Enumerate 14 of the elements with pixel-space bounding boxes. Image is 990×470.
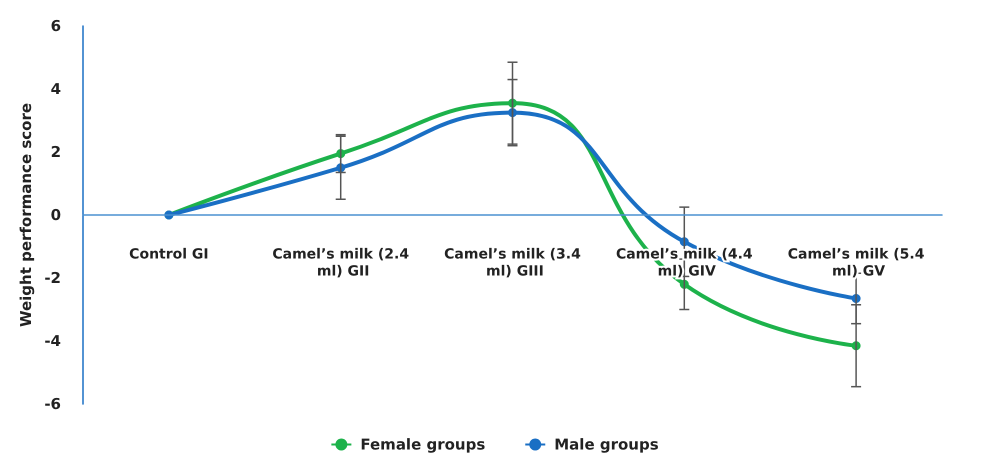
legend-label: Male groups: [554, 436, 659, 454]
x-tick-label: Camel’s milk (5.4 ml) GV: [788, 246, 925, 280]
y-tick-label: -2: [44, 269, 61, 287]
y-tick-label: 0: [50, 206, 61, 224]
y-tick-label: -4: [44, 332, 61, 350]
y-axis-title: Weight performance score: [16, 102, 35, 328]
y-tick-label: 6: [50, 17, 61, 35]
y-tick-label: -6: [44, 395, 61, 413]
x-tick-label: Control GI: [129, 246, 209, 262]
y-tick-label: 4: [50, 80, 61, 98]
x-tick-label: Camel’s milk (3.4 ml) GIII: [444, 246, 582, 280]
y-tick-label: 2: [50, 143, 61, 161]
x-tick-label: Camel’s milk (2.4 ml) GII: [272, 246, 410, 280]
legend-label: Female groups: [360, 436, 486, 454]
